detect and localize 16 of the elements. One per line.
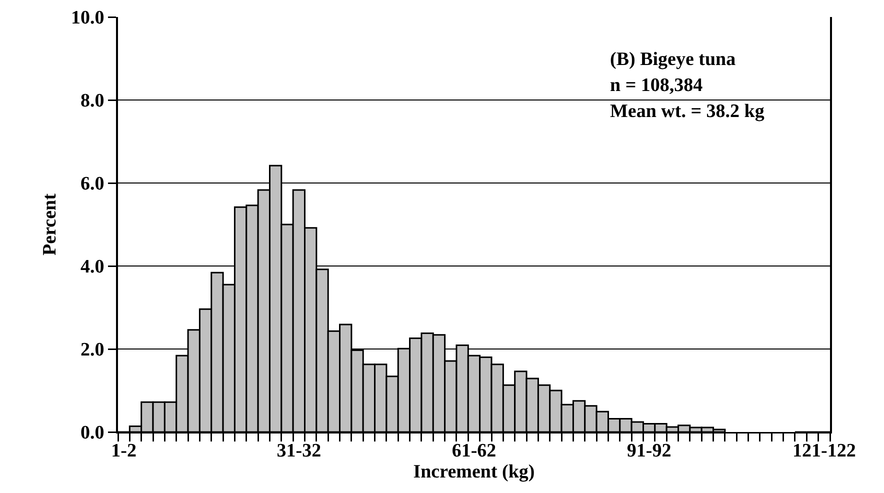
annotation: (B) Bigeye tuna [610,49,736,70]
y-tick-label: 10.0 [70,8,104,29]
x-tick-label: 31-32 [276,440,322,462]
annotation: Mean wt. = 38.2 kg [610,101,765,122]
x-tick-label: 91-92 [626,440,672,462]
y-tick-label: 0.0 [80,422,104,444]
x-axis-title: Increment (kg) [413,461,535,482]
y-tick-label: 2.0 [80,340,104,361]
y-tick-label: 4.0 [80,256,104,278]
x-tick-label: 1-2 [111,440,137,462]
annotation: n = 108,384 [610,75,704,96]
y-tick-label: 6.0 [80,174,104,195]
y-tick-label: 8.0 [80,90,104,112]
x-tick-label: 121-122 [792,440,856,462]
x-tick-label: 61-62 [452,440,496,462]
y-axis-title: Percent [39,192,60,256]
